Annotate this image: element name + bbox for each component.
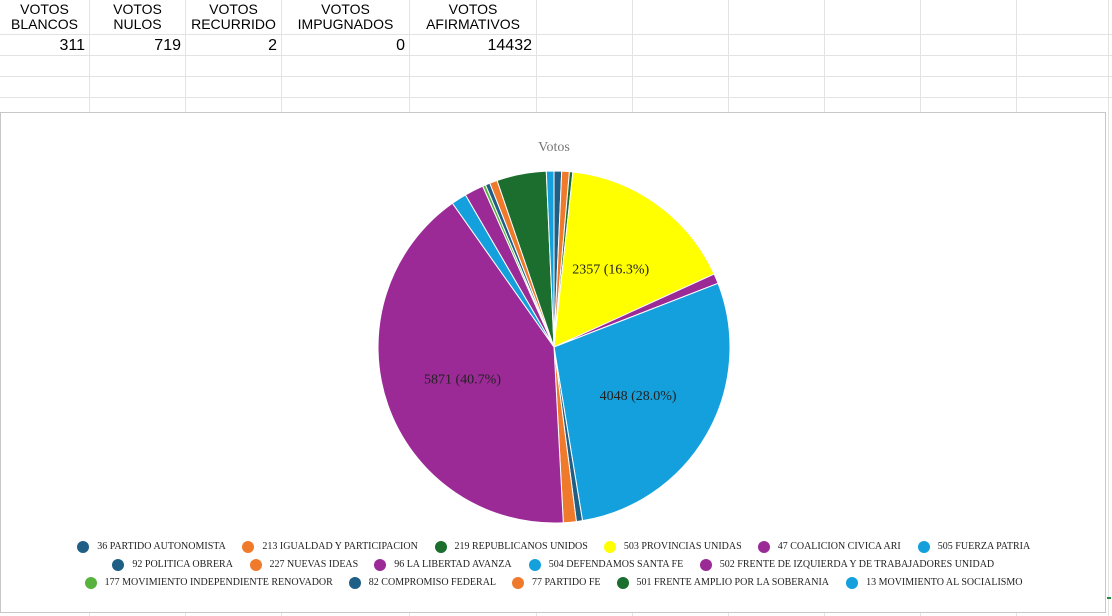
- legend-label: 219 REPUBLICANOS UNIDOS: [454, 541, 588, 552]
- legend-item[interactable]: 504 DEFENDAMOS SANTA FE: [528, 557, 685, 573]
- pie-slice-3[interactable]: [553, 171, 715, 348]
- slice-data-label: 5871 (40.7%): [424, 373, 501, 388]
- slice-data-label: 2357 (16.3%): [572, 263, 649, 278]
- header-line: VOTOS: [20, 1, 69, 17]
- legend-label: 96 LA LIBERTAD AVANZA: [394, 559, 512, 570]
- legend-swatch-icon: [249, 559, 262, 571]
- pie-chart[interactable]: Votos 2357 (16.3%) 4048 (28.0%) 5871 (40.7…: [0, 112, 1106, 613]
- header-cell-votos-recurrido[interactable]: VOTOS RECURRIDO: [186, 2, 281, 32]
- legend-label: 502 FRENTE DE IZQUIERDA Y DE TRABAJADORE…: [719, 559, 995, 570]
- row-divider: [0, 76, 1112, 77]
- legend-label: 177 MOVIMIENTO INDEPENDIENTE RENOVADOR: [104, 577, 333, 588]
- legend-swatch-icon: [242, 541, 255, 553]
- legend-item[interactable]: 219 REPUBLICANOS UNIDOS: [434, 539, 589, 555]
- legend-label: 82 COMPROMISO FEDERAL: [368, 577, 497, 588]
- pie-slice-15[interactable]: [545, 170, 555, 348]
- value-cell-votos-blancos[interactable]: 311: [59, 37, 85, 54]
- legend-item[interactable]: 13 MOVIMIENTO AL SOCIALISMO: [846, 575, 1024, 591]
- header-line: NULOS: [113, 16, 162, 32]
- legend-item[interactable]: 82 COMPROMISO FEDERAL: [348, 575, 497, 591]
- legend-label: 503 PROVINCIAS UNIDAS: [623, 541, 742, 552]
- value-cell-votos-nulos[interactable]: 719: [154, 37, 181, 54]
- legend-label: 501 FRENTE AMPLIO POR LA SOBERANIA: [636, 577, 830, 588]
- legend-row: 177 MOVIMIENTO INDEPENDIENTE RENOVADOR 82…: [1, 575, 1107, 591]
- value-cell-votos-impugnados[interactable]: 0: [396, 37, 405, 54]
- legend-label: 213 IGUALDAD Y PARTICIPACION: [262, 541, 418, 552]
- legend-swatch-icon: [77, 541, 90, 553]
- header-cell-votos-blancos[interactable]: VOTOS BLANCOS: [0, 2, 89, 32]
- edge-marker: [1107, 597, 1111, 599]
- legend-item[interactable]: 177 MOVIMIENTO INDEPENDIENTE RENOVADOR: [84, 575, 334, 591]
- value-cell-votos-afirmativos[interactable]: 14432: [487, 37, 533, 54]
- legend-swatch-icon: [846, 577, 859, 589]
- legend-item[interactable]: 92 POLITICA OBRERA: [112, 557, 234, 573]
- pie-chart-canvas: Votos 2357 (16.3%) 4048 (28.0%) 5871 (40.7…: [377, 140, 731, 524]
- legend-item[interactable]: 227 NUEVAS IDEAS: [249, 557, 359, 573]
- legend-label: 92 POLITICA OBRERA: [132, 559, 233, 570]
- legend-label: 47 COALICION CIVICA ARI: [777, 541, 901, 552]
- legend-swatch-icon: [112, 559, 125, 571]
- legend-item[interactable]: 213 IGUALDAD Y PARTICIPACION: [242, 539, 419, 555]
- legend-row: 36 PARTIDO AUTONOMISTA 213 IGUALDAD Y PAR…: [1, 539, 1107, 555]
- legend-swatch-icon: [434, 541, 447, 553]
- header-line: RECURRIDO: [191, 16, 276, 32]
- legend-swatch-icon: [917, 541, 930, 553]
- legend-item[interactable]: 503 PROVINCIAS UNIDAS: [603, 539, 742, 555]
- pie-slice-5[interactable]: [553, 282, 731, 522]
- legend-swatch-icon: [699, 559, 712, 571]
- legend-label: 504 DEFENDAMOS SANTA FE: [548, 559, 684, 570]
- legend-swatch-icon: [616, 577, 629, 589]
- value-cell-votos-recurrido[interactable]: 2: [268, 37, 277, 54]
- row-divider: [0, 34, 1112, 35]
- legend-label: 77 PARTIDO FE: [532, 577, 601, 588]
- header-line: VOTOS: [321, 1, 370, 17]
- header-line: AFIRMATIVOS: [426, 16, 520, 32]
- header-line: BLANCOS: [11, 16, 78, 32]
- legend-item[interactable]: 77 PARTIDO FE: [512, 575, 601, 591]
- header-line: VOTOS: [209, 1, 258, 17]
- legend-label: 227 NUEVAS IDEAS: [269, 559, 359, 570]
- row-divider: [0, 55, 1112, 56]
- legend-item[interactable]: 96 LA LIBERTAD AVANZA: [374, 557, 513, 573]
- legend-item[interactable]: 36 PARTIDO AUTONOMISTA: [77, 539, 227, 555]
- legend-swatch-icon: [603, 541, 616, 553]
- chart-title: Votos: [538, 140, 570, 155]
- legend-label: 13 MOVIMIENTO AL SOCIALISMO: [866, 577, 1023, 588]
- header-cell-votos-impugnados[interactable]: VOTOS IMPUGNADOS: [282, 2, 409, 32]
- legend-swatch-icon: [84, 577, 97, 589]
- header-line: VOTOS: [448, 1, 498, 17]
- pie-slice-8[interactable]: [377, 202, 564, 524]
- row-divider: [0, 97, 1112, 98]
- legend-swatch-icon: [374, 559, 387, 571]
- header-line: VOTOS: [113, 1, 162, 17]
- legend-item[interactable]: 502 FRENTE DE IZQUIERDA Y DE TRABAJADORE…: [699, 557, 996, 573]
- legend-item[interactable]: 505 FUERZA PATRIA: [917, 539, 1031, 555]
- legend-item[interactable]: 47 COALICION CIVICA ARI: [757, 539, 903, 555]
- legend-row: 92 POLITICA OBRERA 227 NUEVAS IDEAS 96 LA …: [1, 557, 1107, 573]
- legend-label: 36 PARTIDO AUTONOMISTA: [97, 541, 226, 552]
- slice-data-label: 4048 (28.0%): [600, 389, 677, 404]
- legend-swatch-icon: [512, 577, 524, 589]
- header-cell-votos-afirmativos[interactable]: VOTOS AFIRMATIVOS: [410, 2, 536, 32]
- legend-swatch-icon: [348, 577, 361, 589]
- legend-item[interactable]: 501 FRENTE AMPLIO POR LA SOBERANIA: [616, 575, 831, 591]
- header-cell-votos-nulos[interactable]: VOTOS NULOS: [90, 2, 185, 32]
- legend-swatch-icon: [528, 559, 541, 571]
- header-line: IMPUGNADOS: [297, 16, 394, 32]
- legend-label: 505 FUERZA PATRIA: [937, 541, 1031, 552]
- column-divider: [1108, 0, 1109, 616]
- legend-swatch-icon: [757, 541, 770, 553]
